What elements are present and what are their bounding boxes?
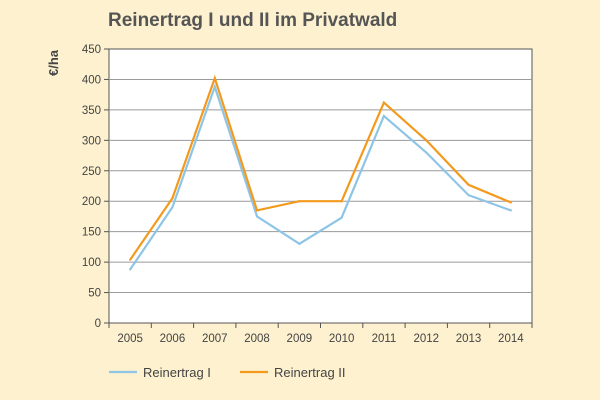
data-point	[467, 194, 470, 197]
series-line-1	[129, 83, 512, 271]
y-tick-label: 250	[82, 166, 101, 178]
y-tick-label: 50	[88, 288, 101, 300]
data-point	[340, 216, 343, 219]
data-point	[382, 101, 386, 104]
data-point	[382, 114, 386, 118]
x-tick-label: 2008	[244, 333, 270, 345]
x-tick-label: 2010	[329, 333, 355, 345]
legend-label: Reinertrag I	[143, 365, 211, 380]
x-tick-label: 2013	[456, 333, 482, 345]
y-tick-label: 100	[82, 257, 101, 269]
legend: Reinertrag I Reinertrag II	[109, 365, 346, 380]
data-point	[255, 215, 259, 218]
y-tick-label: 300	[82, 135, 101, 147]
y-tick-label: 150	[82, 227, 101, 239]
x-tick-label: 2005	[117, 333, 143, 345]
y-axis-title: €/ha	[46, 49, 61, 76]
series-lines	[129, 74, 512, 271]
x-tick-label: 2007	[202, 333, 228, 345]
data-point	[213, 85, 216, 88]
x-axis-ticks: 2005 2006 2007 2008 2009 2010 2011 2012 2013 2014	[108, 323, 533, 345]
x-tick-label: 2014	[498, 333, 524, 345]
y-axis-ticks: 0 50 100 150 200 250 300 350 400 450	[82, 44, 109, 330]
x-tick-label: 2012	[413, 333, 439, 345]
x-tick-label: 2011	[372, 333, 397, 345]
data-point	[255, 209, 259, 212]
legend-label: Reinertrag II	[274, 365, 346, 380]
chart-title: Reinertrag I und II im Privatwald	[108, 10, 398, 31]
data-point	[467, 183, 470, 186]
y-tick-label: 400	[82, 74, 101, 86]
data-point	[213, 77, 216, 80]
x-tick-label: 2006	[160, 333, 186, 345]
data-point	[509, 201, 512, 204]
data-point	[298, 242, 301, 245]
data-point	[340, 200, 343, 203]
data-point	[129, 268, 132, 271]
data-point	[171, 206, 174, 209]
data-point	[425, 151, 428, 154]
y-tick-label: 0	[95, 318, 101, 330]
data-point	[425, 139, 428, 142]
y-tick-label: 200	[82, 196, 101, 208]
data-point	[509, 209, 512, 212]
data-point	[298, 200, 301, 203]
data-point	[171, 197, 174, 200]
y-tick-label: 450	[82, 44, 101, 56]
series-line-2	[129, 74, 512, 261]
y-tick-label: 350	[82, 105, 101, 117]
data-point	[129, 258, 132, 261]
x-tick-label: 2009	[287, 333, 313, 345]
